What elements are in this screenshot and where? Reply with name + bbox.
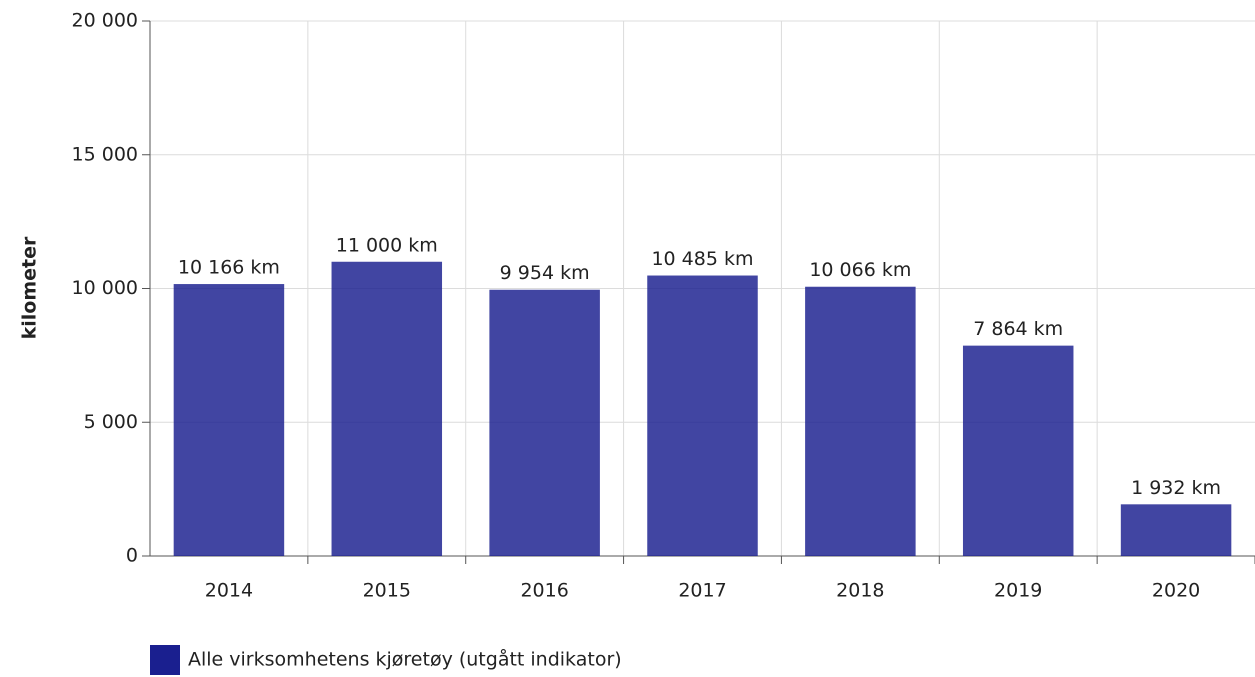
data-label: 10 066 km xyxy=(809,259,911,281)
x-tick-label: 2015 xyxy=(363,580,411,602)
bar xyxy=(962,345,1074,556)
data-label: 7 864 km xyxy=(973,318,1063,340)
y-axis-label: kilometer xyxy=(19,236,41,339)
x-tick-label: 2018 xyxy=(836,580,884,602)
data-label: 11 000 km xyxy=(336,234,438,256)
legend-swatch xyxy=(150,645,180,675)
bar xyxy=(489,289,600,556)
x-tick-label: 2014 xyxy=(205,580,253,602)
y-tick-label: 10 000 xyxy=(72,277,138,299)
bar xyxy=(1120,504,1232,556)
data-label: 1 932 km xyxy=(1131,477,1221,499)
x-tick-label: 2019 xyxy=(994,580,1042,602)
y-tick-label: 20 000 xyxy=(72,10,138,32)
y-tick-label: 15 000 xyxy=(72,143,138,165)
x-tick-label: 2017 xyxy=(678,580,726,602)
bar xyxy=(331,261,443,556)
bar xyxy=(647,275,758,556)
bar xyxy=(805,286,916,556)
y-tick-label: 0 xyxy=(126,545,138,567)
x-tick-label: 2016 xyxy=(520,580,568,602)
data-label: 9 954 km xyxy=(500,262,590,284)
x-tick-label: 2020 xyxy=(1152,580,1200,602)
y-tick-label: 5 000 xyxy=(84,411,138,433)
data-label: 10 485 km xyxy=(651,248,753,270)
bar xyxy=(173,284,285,556)
data-label: 10 166 km xyxy=(178,257,280,279)
legend-label: Alle virksomhetens kjøretøy (utgått indi… xyxy=(188,648,622,671)
